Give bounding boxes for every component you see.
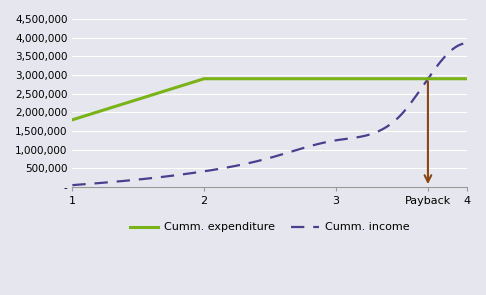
Cumm. expenditure (69, 118, 75, 122)
Cumm. income (465, 42, 470, 45)
Cumm. income (463, 42, 469, 45)
Cumm. expenditure (201, 77, 207, 81)
Legend: Cumm. expenditure, Cumm. income: Cumm. expenditure, Cumm. income (126, 218, 414, 237)
Cumm. income (402, 108, 408, 112)
Cumm. income (71, 183, 77, 187)
Cumm. income (311, 143, 317, 147)
Cumm. income (428, 73, 434, 77)
Cumm. income (303, 145, 309, 149)
Cumm. income (69, 183, 75, 187)
Cumm. income (305, 145, 311, 149)
Cumm. expenditure (465, 77, 470, 81)
Line: Cumm. income: Cumm. income (72, 43, 468, 185)
Line: Cumm. expenditure: Cumm. expenditure (72, 79, 468, 120)
